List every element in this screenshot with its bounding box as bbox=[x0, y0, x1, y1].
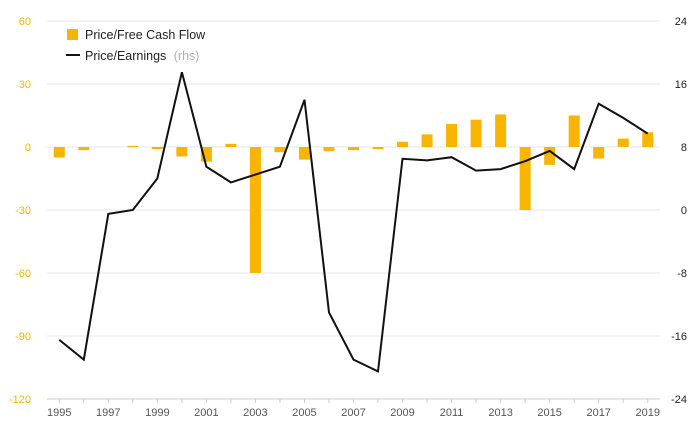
axes bbox=[47, 398, 660, 403]
bar-2013 bbox=[495, 114, 507, 147]
bar-1999 bbox=[151, 147, 163, 150]
x-tick-label: 2003 bbox=[243, 407, 267, 419]
gridlines bbox=[47, 20, 660, 337]
y-right-tick-label: -8 bbox=[677, 268, 687, 280]
tick-labels: 60 30 0 -30 -60 -90 -120 24 16 8 0 -8 -16 -24 1995 1997… bbox=[9, 16, 687, 419]
bar-2010 bbox=[421, 134, 433, 147]
y-right-tick-label: 8 bbox=[681, 142, 687, 154]
bar-2000 bbox=[176, 147, 188, 157]
y-left-tick-label: -120 bbox=[9, 394, 31, 406]
x-tick-label: 2011 bbox=[440, 407, 464, 419]
x-tick-label: 2005 bbox=[292, 407, 316, 419]
x-tick-label: 1997 bbox=[96, 407, 120, 419]
bar-2019 bbox=[642, 132, 654, 147]
bar-2008 bbox=[372, 147, 384, 150]
bar-2005 bbox=[298, 147, 310, 160]
bar-2009 bbox=[397, 141, 409, 147]
x-tick-label: 1999 bbox=[145, 407, 169, 419]
x-tick-label: 2019 bbox=[635, 407, 659, 419]
bar-2014 bbox=[519, 147, 531, 210]
bar-2015 bbox=[544, 147, 556, 165]
legend-line-suffix: (rhs) bbox=[174, 49, 200, 63]
bar-2017 bbox=[593, 147, 605, 159]
bar-2006 bbox=[323, 147, 335, 152]
legend: Price/Free Cash Flow Price/Earnings (rhs… bbox=[66, 28, 206, 63]
bar-1995 bbox=[53, 147, 65, 158]
bar-2004 bbox=[274, 147, 286, 153]
bar-2012 bbox=[470, 119, 482, 147]
y-right-tick-label: 24 bbox=[675, 16, 687, 28]
bar-1998 bbox=[127, 145, 139, 147]
y-right-tick-label: 0 bbox=[681, 205, 687, 217]
legend-line-label-group: Price/Earnings (rhs) bbox=[85, 49, 199, 63]
legend-bar-label: Price/Free Cash Flow bbox=[85, 28, 206, 42]
y-left-tick-label: 60 bbox=[19, 16, 31, 28]
bar-2007 bbox=[348, 147, 359, 151]
legend-bar-swatch bbox=[67, 29, 78, 40]
bar-2002 bbox=[225, 143, 237, 147]
bar-2016 bbox=[568, 115, 580, 147]
x-tick-label: 2015 bbox=[537, 407, 561, 419]
legend-line-label: Price/Earnings bbox=[85, 49, 166, 63]
line-series bbox=[58, 71, 649, 373]
x-tick-label: 2007 bbox=[341, 407, 365, 419]
y-right-tick-label: 16 bbox=[675, 79, 687, 91]
y-left-tick-label: -90 bbox=[15, 331, 31, 343]
bar-2003 bbox=[249, 147, 261, 273]
y-left-tick-label: 0 bbox=[25, 142, 31, 154]
y-right-tick-label: -16 bbox=[671, 331, 687, 343]
x-tick-label: 2013 bbox=[488, 407, 512, 419]
pe-line bbox=[58, 71, 649, 373]
y-right-tick-label: -24 bbox=[671, 394, 687, 406]
x-tick-label: 2017 bbox=[586, 407, 610, 419]
bar-series bbox=[53, 114, 654, 273]
x-tick-label: 1995 bbox=[47, 407, 71, 419]
bar-2001 bbox=[200, 147, 212, 162]
y-left-tick-label: -30 bbox=[15, 205, 31, 217]
x-tick-label: 2001 bbox=[194, 407, 218, 419]
bar-2011 bbox=[446, 123, 458, 147]
bar-2018 bbox=[617, 138, 629, 147]
x-tick-label: 2009 bbox=[390, 407, 414, 419]
y-left-tick-label: 30 bbox=[19, 79, 31, 91]
bar-1996 bbox=[78, 147, 90, 151]
y-left-tick-label: -60 bbox=[15, 268, 31, 280]
